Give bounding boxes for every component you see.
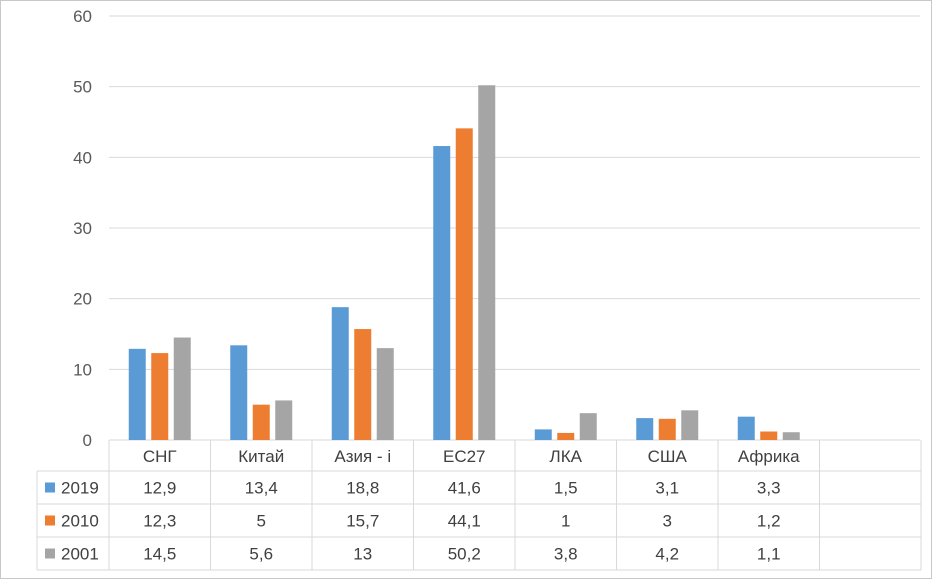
table-cell-value: 1,2 (757, 512, 781, 531)
bar (782, 432, 800, 440)
y-tick-label: 30 (73, 219, 92, 238)
table-cell-value: 4,2 (655, 545, 679, 564)
bar (760, 431, 778, 440)
table-cell-value: 5 (257, 512, 266, 531)
table-cell-value: 44,1 (448, 512, 481, 531)
table-cell-value: 14,5 (143, 545, 176, 564)
bar (658, 418, 676, 440)
y-tick-label: 50 (73, 78, 92, 97)
bar (478, 85, 496, 441)
table-cell-value: 3,3 (757, 479, 781, 498)
bar (252, 404, 270, 440)
y-tick-label: 40 (73, 148, 92, 167)
y-tick-label: 10 (73, 360, 92, 379)
table-cell-value: 13 (353, 545, 372, 564)
category-label: ЕС27 (443, 447, 486, 466)
category-label: США (648, 447, 688, 466)
legend-label: 2001 (61, 545, 99, 564)
bar (579, 413, 597, 440)
bar (455, 128, 473, 441)
category-label: СНГ (143, 447, 177, 466)
table-cell-value: 3,1 (655, 479, 679, 498)
legend-label: 2019 (61, 479, 99, 498)
table-cell-value: 1,5 (554, 479, 578, 498)
table-cell-value: 15,7 (346, 512, 379, 531)
bar (128, 348, 146, 440)
y-tick-label: 0 (83, 431, 92, 450)
table-cell-value: 12,9 (143, 479, 176, 498)
bar (331, 307, 349, 440)
bar (433, 146, 451, 440)
bar (737, 416, 755, 440)
bar (681, 410, 699, 440)
legend-key-2019 (45, 482, 55, 493)
y-tick-label: 60 (73, 7, 92, 26)
table-cell-value: 13,4 (245, 479, 278, 498)
bar (534, 429, 552, 440)
y-tick-label: 20 (73, 290, 92, 309)
bar (354, 329, 372, 440)
category-label: Африка (738, 447, 800, 466)
table-cell-value: 18,8 (346, 479, 379, 498)
table-cell-value: 50,2 (448, 545, 481, 564)
table-cell-value: 1 (561, 512, 570, 531)
table-cell-value: 3 (663, 512, 672, 531)
bar (230, 345, 248, 440)
legend-key-2001 (45, 548, 55, 559)
table-cell-value: 1,1 (757, 545, 781, 564)
category-label: Китай (238, 447, 284, 466)
table-cell-value: 3,8 (554, 545, 578, 564)
bar (376, 348, 394, 440)
bar (173, 337, 191, 440)
table-cell-value: 12,3 (143, 512, 176, 531)
bar (151, 353, 169, 440)
category-label: Азия - i (334, 447, 391, 466)
table-cell-value: 41,6 (448, 479, 481, 498)
bar (275, 400, 293, 440)
legend-key-2010 (45, 515, 55, 526)
bar (636, 418, 654, 440)
bar (557, 432, 575, 440)
legend-label: 2010 (61, 512, 99, 531)
category-label: ЛКА (550, 447, 583, 466)
table-cell-value: 5,6 (249, 545, 273, 564)
